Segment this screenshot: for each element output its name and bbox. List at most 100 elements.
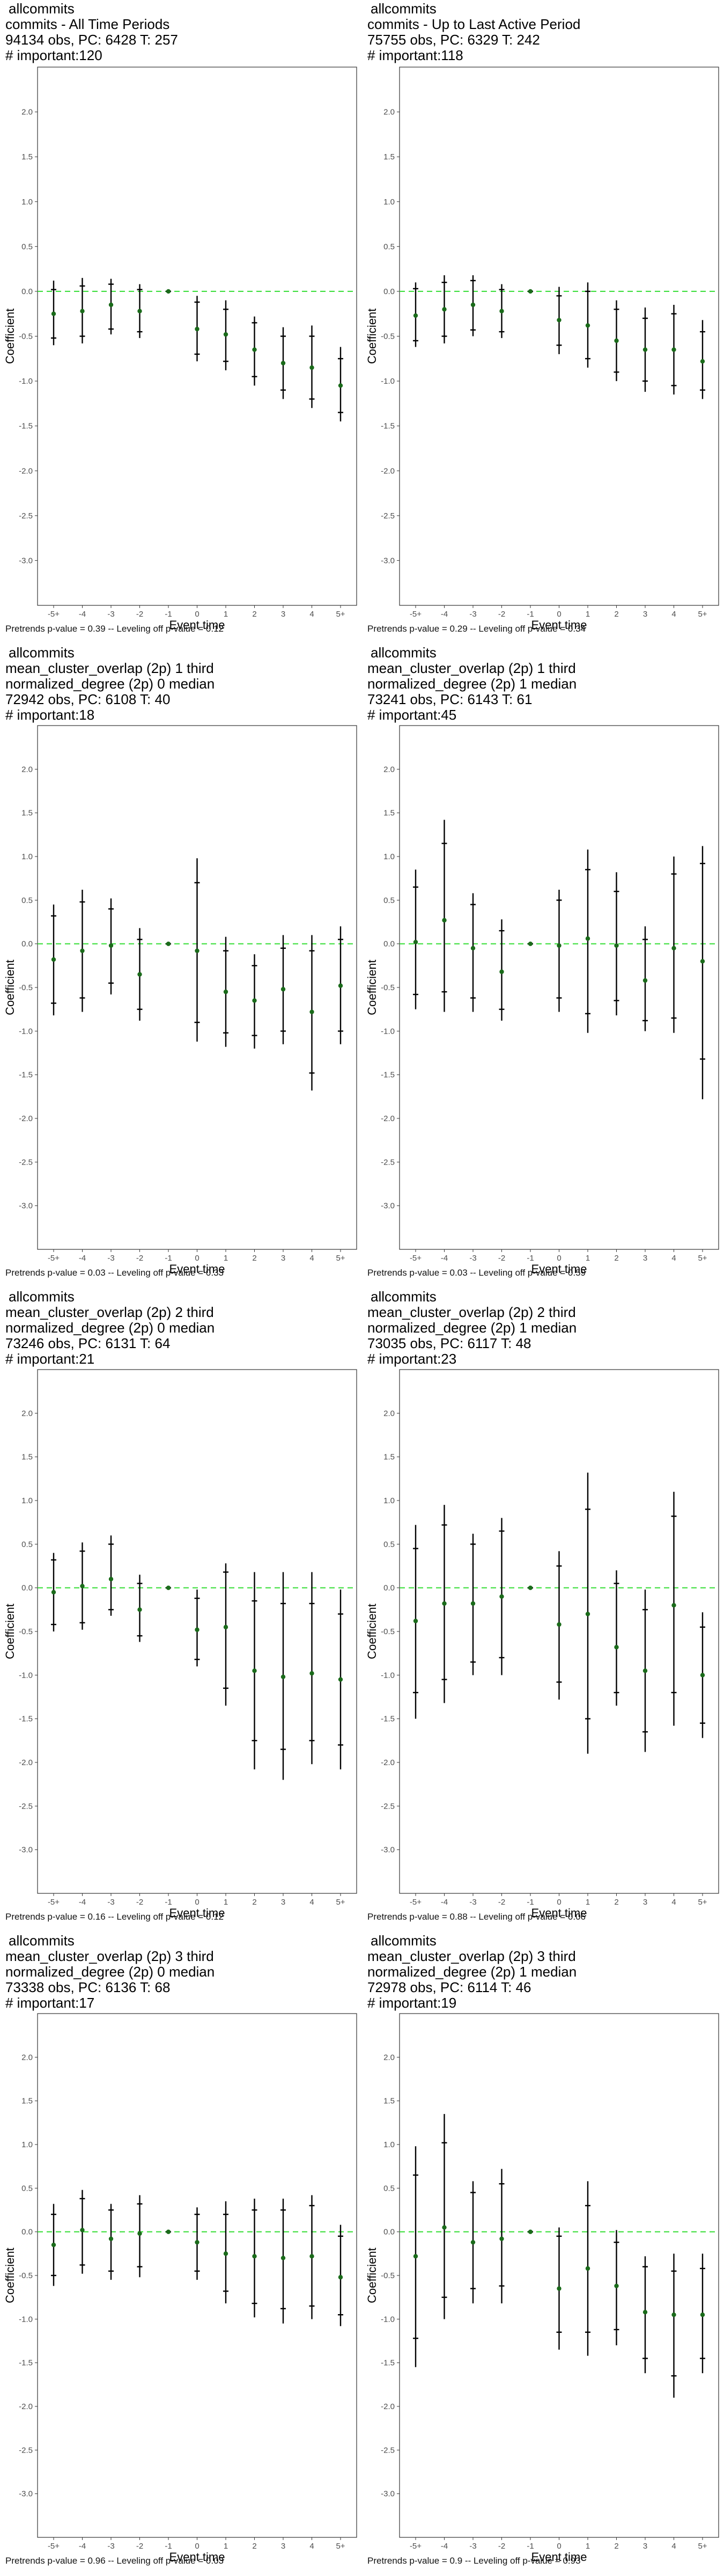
estimate-group — [194, 2207, 200, 2280]
point-estimate — [557, 2286, 562, 2291]
point-estimate — [51, 957, 56, 962]
x-tick-label: -1 — [165, 610, 172, 619]
estimate-group — [51, 2204, 56, 2286]
point-estimate — [499, 2236, 504, 2241]
point-estimate — [309, 1671, 314, 1676]
y-tick-label: -2.5 — [381, 2446, 395, 2455]
y-tick-label: -2.0 — [381, 2402, 395, 2411]
point-estimate — [614, 338, 619, 343]
estimate-group — [642, 1589, 648, 1752]
point-estimate — [166, 941, 171, 946]
y-tick-label: 0.5 — [21, 2184, 33, 2193]
y-tick-label: 1.5 — [383, 809, 395, 818]
y-tick-label: -0.5 — [19, 983, 33, 992]
chart-panel: allcommits commits - Up to Last Active Pe… — [362, 0, 724, 644]
estimate-group — [280, 327, 286, 399]
x-tick-label: 4 — [671, 2542, 676, 2551]
x-axis-label: Event time — [531, 618, 587, 632]
point-estimate — [80, 948, 85, 953]
point-estimate — [442, 1601, 447, 1606]
y-tick-label: -2.0 — [381, 1758, 395, 1767]
chart-title-line: mean_cluster_overlap (2p) 2 third — [5, 1304, 214, 1320]
point-estimate — [671, 946, 676, 950]
chart-title-line: mean_cluster_overlap (2p) 2 third — [367, 1304, 576, 1320]
y-axis-label: Coefficient — [365, 309, 379, 364]
estimate-group — [194, 858, 200, 1042]
point-estimate — [557, 943, 562, 948]
x-axis-label: Event time — [531, 1262, 587, 1276]
estimate-group — [166, 2229, 171, 2234]
point-estimate — [137, 972, 142, 977]
p-value-caption: Pretrends p-value = 0.9 -- Leveling off … — [367, 2556, 581, 2566]
p-value-caption: Pretrends p-value = 0.03 -- Leveling off… — [367, 1268, 586, 1278]
estimate-group — [614, 1570, 619, 1706]
y-tick-label: -1.0 — [381, 1671, 395, 1680]
estimate-group — [280, 2198, 286, 2324]
y-tick-label: -1.5 — [381, 2359, 395, 2368]
estimate-group — [338, 2224, 343, 2326]
x-tick-label: -4 — [79, 1254, 86, 1263]
estimate-group — [585, 2181, 590, 2356]
x-tick-label: -3 — [469, 1254, 476, 1263]
y-tick-label: 1.0 — [383, 852, 395, 861]
estimate-group — [309, 1572, 315, 1765]
y-tick-label: 0.0 — [383, 2228, 395, 2237]
estimate-group — [499, 1518, 505, 1675]
estimate-group — [137, 284, 143, 338]
chart-title-line: allcommits — [9, 645, 75, 661]
chart-title-line: # important:118 — [367, 47, 463, 63]
point-estimate — [252, 2254, 257, 2259]
estimate-group — [528, 289, 533, 294]
y-tick-label: 0.5 — [21, 1540, 33, 1549]
estimate-group — [614, 872, 619, 1016]
x-tick-label: 3 — [281, 2542, 285, 2551]
x-tick-label: -4 — [79, 2542, 86, 2551]
estimate-group — [223, 1563, 228, 1706]
point-estimate — [338, 983, 343, 988]
point-estimate — [671, 2312, 676, 2317]
x-tick-label: -2 — [498, 1254, 505, 1263]
point-estimate — [470, 302, 476, 308]
chart-panel: allcommits mean_cluster_overlap (2p) 2 th… — [362, 1288, 724, 1932]
x-tick-label: 4 — [309, 1898, 314, 1907]
estimate-group — [441, 819, 447, 1012]
x-tick-label: -1 — [527, 610, 534, 619]
y-tick-label: 1.0 — [383, 197, 395, 207]
point-estimate — [442, 2225, 447, 2230]
y-tick-label: -1.5 — [381, 1715, 395, 1724]
point-estimate — [108, 943, 114, 948]
y-tick-label: 0.0 — [383, 287, 395, 296]
chart-title-line: # important:19 — [367, 1995, 457, 2011]
point-estimate — [80, 1584, 85, 1589]
x-tick-label: -2 — [498, 2542, 505, 2551]
point-estimate — [166, 289, 171, 294]
point-estimate — [557, 318, 562, 323]
y-axis-label: Coefficient — [3, 1604, 17, 1659]
x-tick-label: 5+ — [698, 2542, 707, 2551]
estimate-group — [223, 936, 228, 1047]
x-tick-label: -2 — [498, 1898, 505, 1907]
x-tick-label: 1 — [224, 1898, 228, 1907]
x-tick-label: 1 — [224, 1254, 228, 1263]
y-tick-label: -1.0 — [19, 377, 33, 386]
x-tick-label: 3 — [643, 2542, 647, 2551]
y-tick-label: -1.0 — [19, 1671, 33, 1680]
x-tick-label: 4 — [309, 610, 314, 619]
chart-title-line: allcommits — [9, 1, 75, 17]
estimate-group — [166, 289, 171, 294]
chart-title-line: # important:21 — [5, 1351, 95, 1367]
chart-title: allcommits commits - All Time Periods 9413… — [5, 1, 178, 63]
estimate-group — [51, 904, 56, 1016]
point-estimate — [252, 347, 257, 352]
x-tick-label: 2 — [614, 1898, 618, 1907]
chart-title-line: allcommits — [371, 1, 437, 17]
x-tick-label: 1 — [586, 2542, 590, 2551]
y-tick-label: -3.0 — [381, 1202, 395, 1211]
x-tick-label: -1 — [527, 2542, 534, 2551]
point-estimate — [223, 2251, 228, 2256]
estimate-group — [338, 926, 343, 1044]
y-tick-label: -1.0 — [381, 377, 395, 386]
x-tick-label: -4 — [441, 1898, 448, 1907]
x-tick-label: -5+ — [48, 2542, 60, 2551]
point-estimate — [413, 940, 418, 945]
